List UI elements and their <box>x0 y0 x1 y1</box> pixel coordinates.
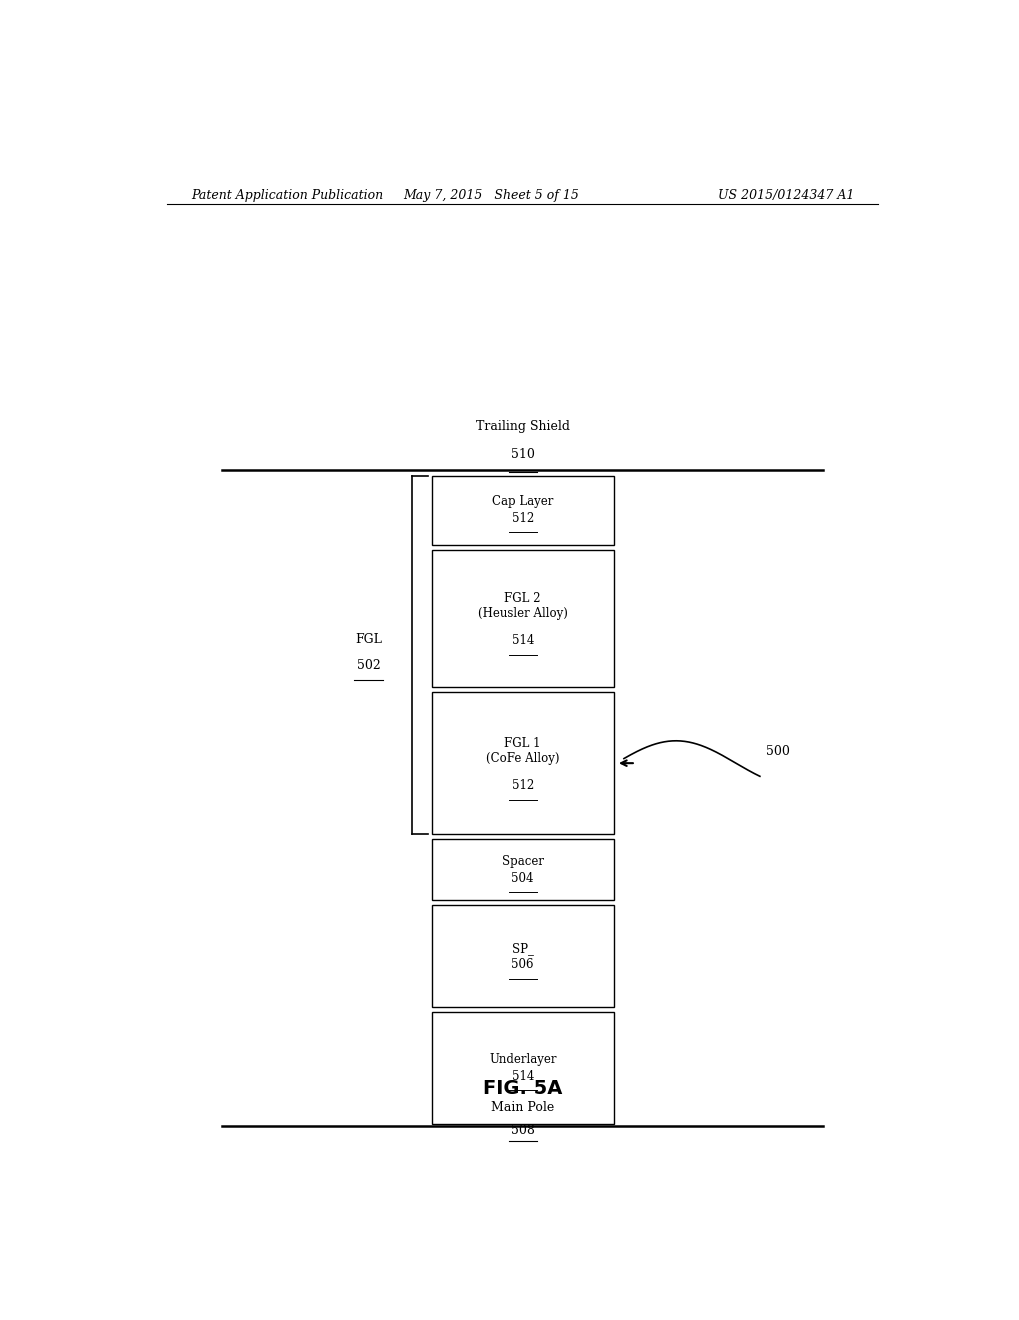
Text: SP_: SP_ <box>512 941 533 954</box>
Text: 500: 500 <box>765 744 790 758</box>
Text: 502: 502 <box>357 659 380 672</box>
Text: Trailing Shield: Trailing Shield <box>475 420 570 433</box>
Text: FGL 2
(Heusler Alloy): FGL 2 (Heusler Alloy) <box>477 593 568 620</box>
Bar <box>431 1012 613 1125</box>
Bar <box>431 840 613 900</box>
Text: Spacer: Spacer <box>501 855 543 869</box>
Bar <box>431 475 613 545</box>
Text: 510: 510 <box>511 447 534 461</box>
Bar <box>431 692 613 834</box>
Text: 504: 504 <box>511 871 534 884</box>
Text: May 7, 2015   Sheet 5 of 15: May 7, 2015 Sheet 5 of 15 <box>403 189 579 202</box>
Text: US 2015/0124347 A1: US 2015/0124347 A1 <box>717 189 854 202</box>
Text: 514: 514 <box>512 1069 533 1082</box>
Text: Main Pole: Main Pole <box>490 1101 554 1114</box>
Text: FGL 1
(CoFe Alloy): FGL 1 (CoFe Alloy) <box>485 737 559 766</box>
Text: 508: 508 <box>511 1125 534 1138</box>
Text: 512: 512 <box>512 512 533 525</box>
Text: Underlayer: Underlayer <box>488 1053 556 1067</box>
Text: 514: 514 <box>512 634 533 647</box>
Text: FIG. 5A: FIG. 5A <box>483 1078 561 1098</box>
Text: Cap Layer: Cap Layer <box>491 495 553 508</box>
Bar <box>431 549 613 686</box>
Bar <box>431 906 613 1007</box>
Text: 506: 506 <box>511 958 534 972</box>
Text: Patent Application Publication: Patent Application Publication <box>191 189 382 202</box>
Text: 512: 512 <box>512 779 533 792</box>
Text: FGL: FGL <box>355 634 382 647</box>
